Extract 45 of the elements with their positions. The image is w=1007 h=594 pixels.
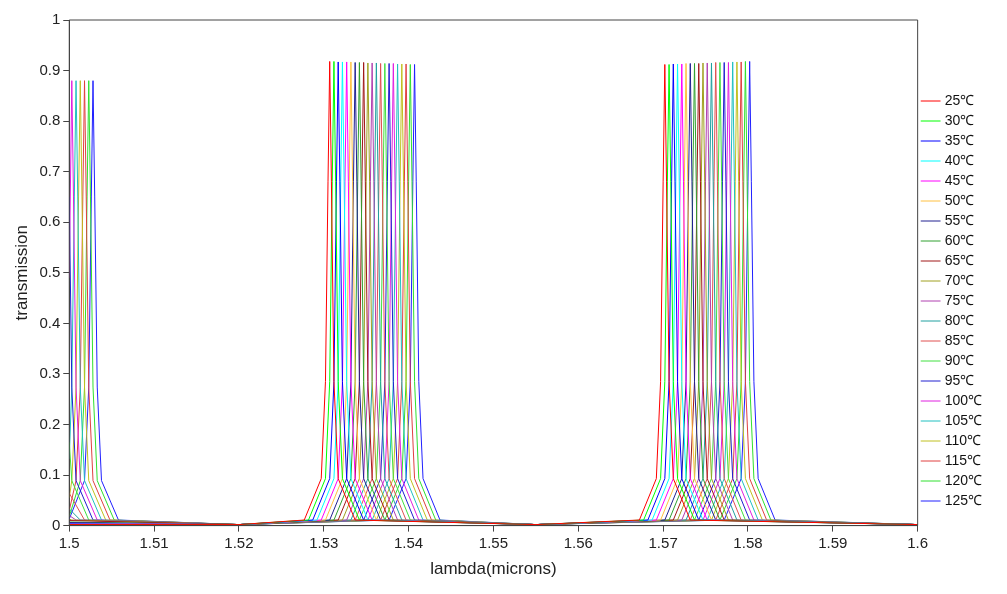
x-tick-label: 1.56	[563, 533, 593, 551]
y-tick-label: 0.9	[39, 60, 61, 78]
legend-label: 45℃	[944, 171, 975, 188]
x-tick-label: 1.57	[648, 533, 678, 551]
y-tick-label: 0.7	[39, 161, 61, 179]
y-axis-title: transmission	[11, 225, 31, 321]
x-tick-label: 1.58	[733, 533, 763, 551]
legend-label: 115℃	[944, 451, 981, 468]
y-tick-label: 0.4	[39, 313, 61, 331]
legend-label: 35℃	[944, 131, 975, 148]
y-tick-label: 0.8	[39, 111, 61, 129]
legend-label: 120℃	[944, 471, 982, 488]
legend-label: 80℃	[944, 311, 975, 328]
y-tick-label: 1	[51, 10, 61, 28]
legend-label: 30℃	[944, 111, 975, 128]
legend-label: 50℃	[944, 191, 975, 208]
legend-label: 55℃	[944, 211, 975, 228]
legend-label: 70℃	[944, 271, 975, 288]
x-tick-label: 1.55	[478, 533, 509, 551]
x-tick-label: 1.59	[818, 533, 848, 551]
y-tick-label: 0.5	[39, 262, 61, 280]
y-tick-label: 0.6	[39, 212, 61, 230]
legend-label: 125℃	[944, 491, 982, 508]
x-tick-label: 1.54	[394, 533, 424, 551]
x-tick-label: 1.51	[139, 533, 169, 551]
legend-label: 95℃	[944, 371, 975, 388]
legend-label: 65℃	[944, 251, 975, 268]
x-tick-label: 1.6	[907, 533, 929, 551]
y-tick-label: 0.3	[39, 364, 61, 382]
x-tick-label: 1.52	[224, 533, 254, 551]
legend-label: 100℃	[944, 391, 982, 408]
y-tick-label: 0.2	[39, 414, 61, 432]
x-tick-label: 1.5	[58, 533, 80, 551]
legend-label: 110℃	[944, 431, 981, 448]
legend-label: 40℃	[944, 151, 975, 168]
legend-label: 85℃	[944, 331, 975, 348]
legend-label: 25℃	[944, 91, 975, 108]
x-tick-label: 1.53	[309, 533, 339, 551]
legend-label: 75℃	[944, 291, 975, 308]
legend-label: 105℃	[944, 411, 982, 428]
x-axis-title: lambda(microns)	[430, 559, 557, 579]
y-tick-label: 0.1	[39, 465, 61, 483]
legend-label: 90℃	[944, 351, 975, 368]
y-tick-label: 0	[51, 515, 61, 533]
legend-label: 60℃	[944, 231, 975, 248]
